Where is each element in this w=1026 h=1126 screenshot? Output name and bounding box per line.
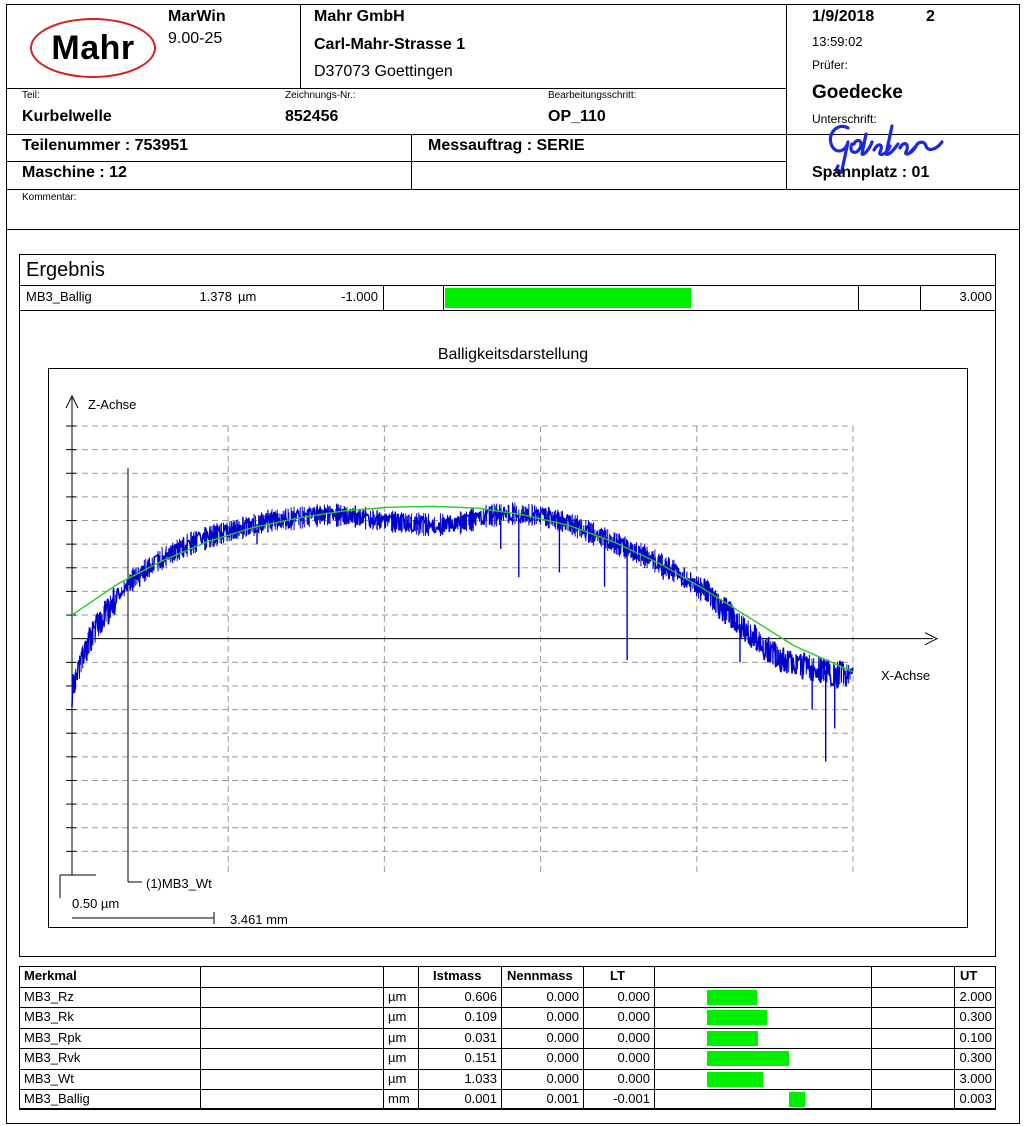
row-nennmass: 0.001 bbox=[546, 1091, 579, 1106]
row-istmass: 0.031 bbox=[464, 1029, 497, 1045]
fit-curve-line bbox=[71, 505, 854, 673]
row-istmass: 0.151 bbox=[464, 1050, 497, 1066]
x-axis-arrow bbox=[924, 632, 939, 646]
zeichnung-label: Zeichnungs-Nr.: bbox=[285, 90, 356, 101]
ergebnis-panel bbox=[19, 254, 996, 957]
teil-label: Teil: bbox=[22, 90, 40, 101]
chart-frame bbox=[48, 368, 968, 928]
chart-axes bbox=[59, 394, 939, 924]
zeichnung-value: 852456 bbox=[285, 108, 339, 125]
row-nennmass: 0.000 bbox=[546, 989, 579, 1004]
bearbeitung-label: Bearbeitungsschritt: bbox=[548, 90, 637, 101]
row-merkmal: MB3_Rz bbox=[24, 989, 74, 1004]
row-lt: 0.000 bbox=[617, 1050, 650, 1066]
chart-grid bbox=[72, 425, 854, 875]
company-city: D37073 Goettingen bbox=[314, 63, 453, 80]
unterschrift-label: Unterschrift: bbox=[812, 112, 877, 126]
row-tolerance-bar bbox=[707, 1010, 767, 1026]
row-nennmass: 0.000 bbox=[546, 1050, 579, 1066]
header-block bbox=[6, 4, 1020, 230]
kommentar-label: Kommentar: bbox=[22, 192, 77, 203]
row-ut: 0.100 bbox=[959, 1029, 992, 1045]
row-tolerance-bar bbox=[707, 1051, 790, 1067]
merkmal-table bbox=[19, 966, 996, 1109]
logo-text: Mahr bbox=[51, 28, 135, 67]
y-scale-label: 0.50 µm bbox=[72, 896, 120, 911]
ergebnis-name: MB3_Ballig bbox=[26, 289, 92, 304]
row-lt: 0.000 bbox=[617, 989, 650, 1004]
row-unit: µm bbox=[388, 1009, 407, 1025]
row-lt: 0.000 bbox=[617, 1009, 650, 1025]
company-name: Mahr GmbH bbox=[314, 8, 405, 25]
software-name: MarWin bbox=[168, 8, 226, 25]
ergebnis-unit: µm bbox=[238, 289, 257, 304]
teil-value: Kurbelwelle bbox=[22, 108, 112, 125]
balligkeit-chart bbox=[59, 394, 939, 924]
row-ut: 0.300 bbox=[959, 1050, 992, 1066]
row-merkmal: MB3_Wt bbox=[24, 1070, 74, 1086]
row-nennmass: 0.000 bbox=[546, 1029, 579, 1045]
row-nennmass: 0.000 bbox=[546, 1009, 579, 1025]
maschine: Maschine : 12 bbox=[22, 164, 127, 181]
row-ut: 0.300 bbox=[959, 1009, 992, 1025]
row-istmass: 0.606 bbox=[464, 989, 497, 1004]
z-axis-arrow bbox=[65, 394, 79, 409]
row-istmass: 1.033 bbox=[464, 1070, 497, 1086]
ergebnis-value: 1.378 bbox=[199, 289, 232, 304]
row-nennmass: 0.000 bbox=[546, 1070, 579, 1086]
spannplatz: Spannplatz : 01 bbox=[812, 164, 930, 181]
profile-series-line bbox=[71, 504, 854, 708]
ergebnis-lower-limit: -1.000 bbox=[341, 289, 378, 304]
software-version: 9.00-25 bbox=[168, 30, 223, 47]
row-merkmal: MB3_Ballig bbox=[24, 1091, 90, 1106]
row-merkmal: MB3_Rk bbox=[24, 1009, 74, 1025]
row-tolerance-bar bbox=[707, 1071, 764, 1087]
row-tolerance-bar bbox=[707, 1030, 758, 1046]
header-merkmal: Merkmal bbox=[24, 968, 77, 983]
row-merkmal: MB3_Rvk bbox=[24, 1050, 81, 1066]
row-lt: 0.000 bbox=[617, 1070, 650, 1086]
report-date: 1/9/2018 bbox=[812, 8, 875, 25]
pruefer-name: Goedecke bbox=[812, 82, 903, 103]
row-istmass: 0.001 bbox=[464, 1091, 497, 1106]
chart-title: Balligkeitsdarstellung bbox=[437, 346, 589, 363]
row-tolerance-bar bbox=[707, 990, 757, 1005]
messauftrag: Messauftrag : SERIE bbox=[428, 137, 585, 154]
row-unit: µm bbox=[388, 1070, 407, 1086]
header-lt: LT bbox=[610, 968, 625, 983]
x-scale-label: 3.461 mm bbox=[230, 912, 288, 927]
row-lt: 0.000 bbox=[617, 1029, 650, 1045]
profile-noise bbox=[72, 502, 851, 694]
row-unit: µm bbox=[388, 989, 407, 1004]
mahr-logo: Mahr bbox=[30, 18, 156, 78]
row-istmass: 0.109 bbox=[464, 1009, 497, 1025]
ergebnis-title: Ergebnis bbox=[26, 259, 105, 281]
row-ut: 2.000 bbox=[959, 989, 992, 1004]
report-time: 13:59:02 bbox=[812, 34, 863, 49]
header-ut: UT bbox=[960, 968, 978, 983]
row-tolerance-bar bbox=[789, 1092, 806, 1107]
header-istmass: Istmass bbox=[433, 968, 482, 983]
page-number: 2 bbox=[926, 8, 935, 25]
row-lt: -0.001 bbox=[613, 1091, 650, 1106]
ergebnis-upper-limit: 3.000 bbox=[959, 289, 992, 304]
ergebnis-tolerance-bar bbox=[445, 288, 691, 308]
bearbeitung-value: OP_110 bbox=[548, 108, 606, 125]
row-ut: 0.003 bbox=[959, 1091, 992, 1106]
header-nennmass: Nennmass bbox=[507, 968, 573, 983]
pruefer-label: Prüfer: bbox=[812, 58, 849, 72]
company-street: Carl-Mahr-Strasse 1 bbox=[314, 36, 466, 53]
row-unit: µm bbox=[388, 1050, 407, 1066]
teilenummer: Teilenummer : 753951 bbox=[22, 137, 189, 154]
z-axis-label: Z-Achse bbox=[88, 397, 137, 412]
signature-image bbox=[828, 124, 944, 175]
row-unit: µm bbox=[388, 1029, 407, 1045]
x-axis-label: X-Achse bbox=[881, 668, 931, 683]
row-merkmal: MB3_Rpk bbox=[24, 1029, 82, 1045]
row-unit: mm bbox=[388, 1091, 410, 1106]
profile-spikes bbox=[138, 513, 836, 762]
series-label: (1)MB3_Wt bbox=[146, 876, 212, 891]
row-ut: 3.000 bbox=[959, 1070, 992, 1086]
